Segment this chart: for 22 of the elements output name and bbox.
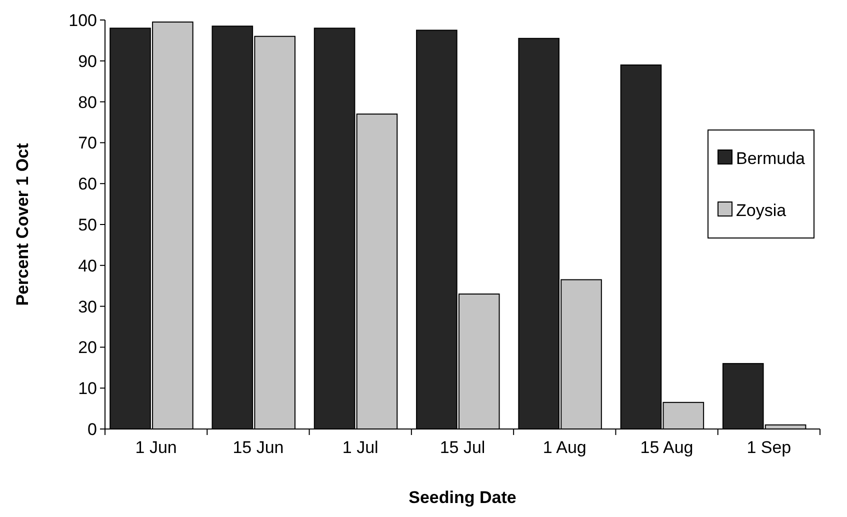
x-tick-label: 1 Aug [542, 438, 586, 457]
y-tick-label: 0 [88, 420, 97, 439]
x-tick-label: 1 Sep [746, 438, 792, 457]
y-tick-label: 30 [78, 297, 97, 316]
y-tick-label: 90 [78, 52, 97, 71]
y-tick-label: 100 [68, 10, 97, 30]
y-tick-label: 10 [78, 379, 97, 398]
x-tick-label: 15 Aug [640, 438, 694, 457]
x-tick-label: 1 Jul [342, 438, 378, 457]
y-tick-label: 60 [78, 174, 97, 194]
y-tick-label: 50 [78, 215, 97, 234]
y-tick-label: 80 [78, 92, 97, 112]
x-axis-title: Seeding Date [408, 488, 516, 507]
x-tick-label: 1 Jun [135, 438, 177, 457]
y-tick-label: 70 [78, 134, 97, 153]
y-tick-label: 40 [78, 256, 97, 276]
y-tick-label: 20 [78, 338, 97, 358]
x-tick-label: 15 Jun [232, 438, 284, 457]
x-tick-label: 15 Jul [440, 438, 486, 457]
legend-label: Zoysia [736, 200, 787, 220]
y-axis-title: Percent Cover 1 Oct [13, 142, 32, 306]
legend-label: Bermuda [736, 148, 806, 168]
